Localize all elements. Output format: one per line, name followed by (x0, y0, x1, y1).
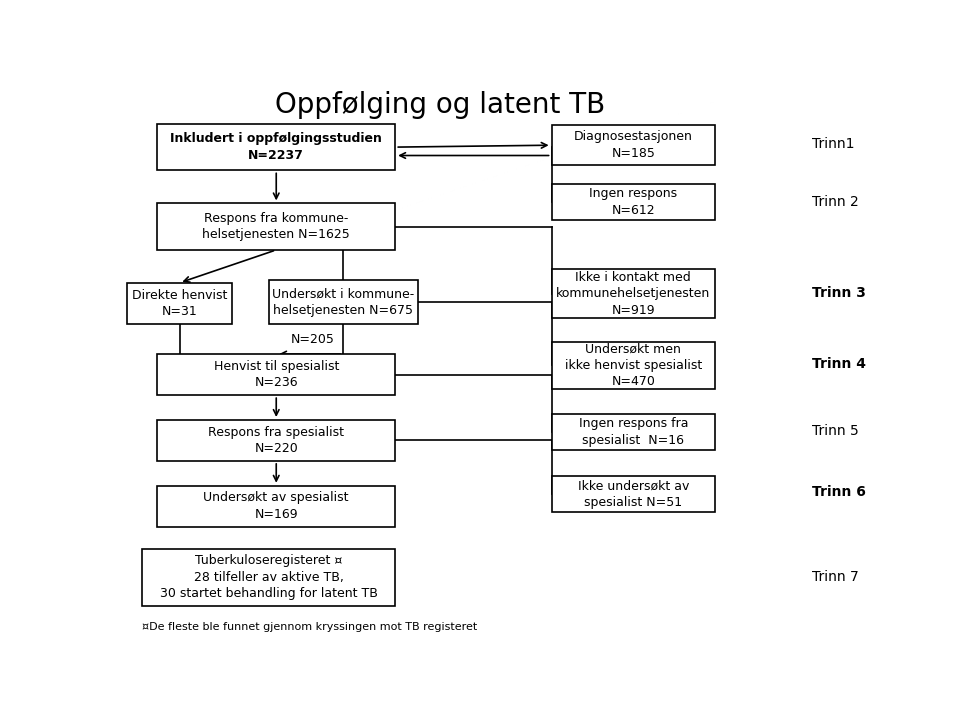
FancyBboxPatch shape (551, 269, 715, 318)
Text: Trinn 6: Trinn 6 (812, 486, 866, 499)
Text: Respons fra spesialist
N=220: Respons fra spesialist N=220 (208, 426, 345, 455)
FancyBboxPatch shape (157, 124, 396, 170)
FancyBboxPatch shape (551, 414, 715, 450)
Text: Direkte henvist
N=31: Direkte henvist N=31 (132, 288, 228, 318)
Text: Trinn 5: Trinn 5 (812, 424, 858, 438)
FancyBboxPatch shape (157, 354, 396, 395)
Text: Undersøkt av spesialist
N=169: Undersøkt av spesialist N=169 (204, 491, 349, 521)
Text: Diagnosestasjonen
N=185: Diagnosestasjonen N=185 (574, 130, 693, 160)
Text: Inkludert i oppfølgingsstudien
N=2237: Inkludert i oppfølgingsstudien N=2237 (170, 132, 382, 162)
Text: Trinn 4: Trinn 4 (812, 357, 866, 371)
FancyBboxPatch shape (157, 204, 396, 250)
FancyBboxPatch shape (551, 125, 715, 165)
Text: Trinn 2: Trinn 2 (812, 194, 858, 209)
FancyBboxPatch shape (551, 184, 715, 220)
Text: ¤De fleste ble funnet gjennom kryssingen mot TB registeret: ¤De fleste ble funnet gjennom kryssingen… (142, 622, 477, 632)
Text: N=205: N=205 (290, 333, 334, 345)
FancyBboxPatch shape (551, 342, 715, 389)
Text: Ikke undersøkt av
spesialist N=51: Ikke undersøkt av spesialist N=51 (578, 479, 689, 509)
FancyBboxPatch shape (269, 280, 418, 324)
FancyBboxPatch shape (157, 486, 396, 527)
Text: Trinn 7: Trinn 7 (812, 570, 858, 585)
Text: Ingen respons fra
spesialist  N=16: Ingen respons fra spesialist N=16 (579, 417, 688, 447)
Text: Trinn1: Trinn1 (812, 137, 854, 151)
Text: Henvist til spesialist
N=236: Henvist til spesialist N=236 (213, 360, 339, 389)
Text: Respons fra kommune-
helsetjenesten N=1625: Respons fra kommune- helsetjenesten N=16… (203, 212, 350, 241)
Text: Oppfølging og latent TB: Oppfølging og latent TB (275, 90, 605, 119)
Text: Undersøkt men
ikke henvist spesialist
N=470: Undersøkt men ikke henvist spesialist N=… (564, 342, 702, 388)
Text: Tuberkuloseregisteret ¤
28 tilfeller av aktive TB,
30 startet behandling for lat: Tuberkuloseregisteret ¤ 28 tilfeller av … (160, 555, 377, 600)
FancyBboxPatch shape (128, 283, 231, 324)
Text: Ikke i kontakt med
kommunehelsetjenesten
N=919: Ikke i kontakt med kommunehelsetjenesten… (556, 271, 710, 317)
FancyBboxPatch shape (142, 549, 396, 607)
Text: Trinn 3: Trinn 3 (812, 286, 866, 300)
FancyBboxPatch shape (551, 476, 715, 512)
Text: Ingen respons
N=612: Ingen respons N=612 (589, 187, 678, 216)
FancyBboxPatch shape (157, 420, 396, 461)
Text: Undersøkt i kommune-
helsetjenesten N=675: Undersøkt i kommune- helsetjenesten N=67… (272, 287, 415, 317)
